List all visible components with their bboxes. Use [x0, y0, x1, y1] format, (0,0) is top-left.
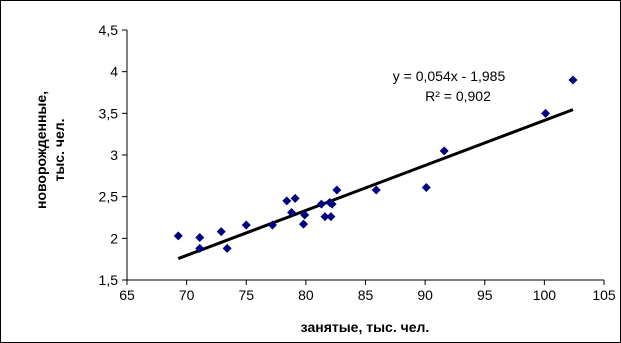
- data-point: [241, 220, 251, 230]
- y-tick-label: 2,5: [99, 189, 119, 205]
- trendline: [177, 108, 574, 260]
- y-tick-label: 3: [110, 147, 118, 163]
- data-point: [173, 231, 183, 241]
- data-point: [326, 212, 336, 222]
- data-point: [332, 185, 342, 195]
- data-point: [327, 199, 337, 209]
- data-points: [173, 75, 578, 253]
- y-ticks: 1,5 2 2,5 3 3,5 4 4,5: [99, 22, 127, 288]
- data-point: [300, 210, 310, 220]
- data-point: [421, 183, 431, 192]
- y-tick-label: 4: [110, 64, 118, 80]
- x-ticks: 65 70 75 80 85 90 95 100 105: [119, 280, 616, 303]
- data-point: [298, 219, 308, 229]
- data-point: [439, 146, 449, 156]
- x-tick-label: 90: [417, 287, 433, 303]
- x-tick-label: 70: [179, 287, 195, 303]
- x-tick-label: 65: [119, 287, 135, 303]
- x-axis-title: занятые, тыс. чел.: [301, 319, 430, 335]
- y-tick-label: 1,5: [99, 272, 119, 288]
- trendline-r-squared: R² = 0,902: [425, 88, 491, 104]
- data-point: [195, 243, 205, 253]
- trendline-equation: y = 0,054x - 1,985: [393, 68, 506, 84]
- x-tick-label: 75: [238, 287, 254, 303]
- data-point: [222, 243, 232, 253]
- data-point: [267, 220, 277, 230]
- x-tick-label: 95: [477, 287, 493, 303]
- x-tick-label: 80: [298, 287, 314, 303]
- data-point: [320, 212, 330, 222]
- data-point: [290, 193, 300, 203]
- data-point: [316, 199, 326, 209]
- data-point: [287, 208, 297, 217]
- x-tick-label: 85: [358, 287, 374, 303]
- x-tick-label: 105: [592, 287, 616, 303]
- y-axis-title: новорожденные, тыс. чел.: [33, 91, 67, 209]
- data-point: [216, 227, 226, 237]
- plot-area: 1,5 2 2,5 3 3,5 4 4,5 65 70 75 80 85 90 95 100 105: [99, 22, 616, 303]
- y-tick-label: 4,5: [99, 22, 119, 38]
- y-axis-title-line-2: тыс. чел.: [51, 118, 67, 181]
- data-point: [371, 185, 381, 195]
- data-point: [282, 196, 292, 206]
- data-point: [568, 75, 578, 85]
- data-point: [541, 108, 551, 118]
- y-tick-label: 2: [110, 230, 118, 246]
- data-point: [195, 233, 205, 242]
- x-tick-label: 100: [533, 287, 557, 303]
- y-tick-label: 3,5: [99, 105, 119, 121]
- y-axis-title-line-1: новорожденные,: [33, 91, 49, 209]
